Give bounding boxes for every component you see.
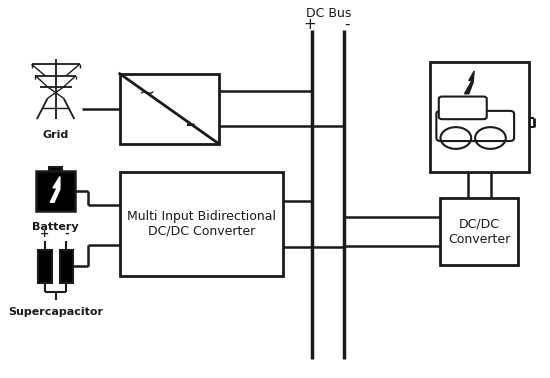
Bar	[120, 172, 283, 276]
Bar	[120, 74, 219, 144]
Text: +: +	[40, 229, 50, 239]
Text: ~: ~	[139, 84, 156, 103]
Text: -: -	[64, 229, 69, 239]
Text: Multi Input Bidirectional
DC/DC Converter: Multi Input Bidirectional DC/DC Converte…	[126, 210, 276, 238]
FancyBboxPatch shape	[439, 96, 487, 119]
Text: -: -	[344, 17, 350, 32]
Text: Grid: Grid	[42, 130, 69, 140]
Text: DC/DC
Converter: DC/DC Converter	[448, 217, 510, 246]
Bar	[49, 167, 62, 171]
Text: Battery: Battery	[32, 222, 79, 232]
Bar	[36, 171, 75, 211]
Polygon shape	[50, 177, 60, 202]
Bar	[430, 62, 529, 172]
Text: +: +	[303, 17, 316, 32]
Bar	[39, 250, 52, 283]
Text: Supercapacitor: Supercapacitor	[8, 307, 103, 317]
Polygon shape	[465, 71, 474, 94]
Bar	[441, 198, 518, 265]
FancyBboxPatch shape	[436, 111, 514, 141]
Text: –: –	[186, 115, 196, 133]
Bar	[59, 250, 73, 283]
Text: DC Bus: DC Bus	[305, 7, 351, 20]
